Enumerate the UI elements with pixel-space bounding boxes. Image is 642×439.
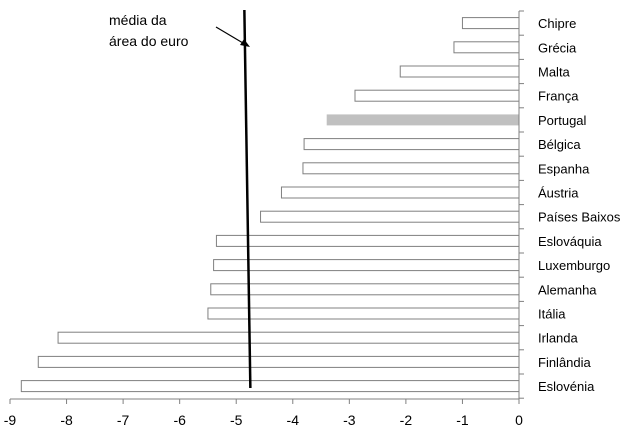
x-tick-label: 0 — [515, 412, 523, 428]
reference-line-layer: média da área do euro — [109, 9, 252, 389]
category-label: Chipre — [538, 16, 576, 31]
category-label: Portugal — [538, 113, 587, 128]
bar-países-baixos — [260, 210, 520, 223]
bar-luxemburgo — [213, 259, 520, 272]
reference-line-label-line-1: média da — [109, 12, 167, 28]
x-tick-label: -7 — [117, 412, 130, 428]
bar-itália — [207, 307, 520, 320]
bar-portugal — [326, 114, 519, 126]
category-label: Grécia — [538, 40, 577, 55]
bar-alemanha — [210, 283, 520, 296]
category-label: Espanha — [538, 161, 590, 176]
category-label: Malta — [538, 65, 571, 80]
bar-eslováquia — [215, 234, 520, 247]
bar-bélgica — [303, 138, 520, 151]
axis-layer — [9, 10, 524, 404]
category-label: Eslováquia — [538, 234, 602, 249]
category-label: Eslovénia — [538, 379, 595, 394]
x-tick-label: -2 — [400, 412, 413, 428]
bar-finlândia — [37, 355, 520, 368]
category-label: Alemanha — [538, 282, 597, 297]
euro-area-average-line — [243, 9, 252, 389]
annotation-arrowhead — [240, 39, 250, 47]
category-label: Bélgica — [538, 137, 581, 152]
bar-malta — [399, 65, 520, 78]
x-tick-label: -4 — [287, 412, 300, 428]
reference-line-label-line-2: área do euro — [109, 33, 189, 49]
bar-espanha — [302, 162, 520, 175]
x-tick-label: -6 — [173, 412, 186, 428]
category-label: Itália — [538, 307, 566, 322]
x-tick-label: -5 — [230, 412, 243, 428]
category-label: França — [538, 89, 579, 104]
bar-áustria — [280, 186, 520, 199]
category-labels: Chipre Grécia Malta França Portugal Bélgica Es… — [538, 16, 621, 394]
bar-grécia — [453, 41, 520, 54]
bar-chipre — [461, 17, 520, 30]
category-label: Irlanda — [538, 331, 579, 346]
bar-eslovénia — [20, 380, 520, 393]
category-label: Luxemburgo — [538, 258, 610, 273]
x-tick-label: -1 — [456, 412, 469, 428]
bar-frança — [354, 89, 520, 102]
x-tick-labels: -9 -8 -7 -6 -5 -4 -3 -2 -1 0 — [4, 412, 523, 428]
x-tick-label: -8 — [60, 412, 73, 428]
category-label: Finlândia — [538, 355, 592, 370]
bars-layer — [20, 17, 520, 393]
x-tick-label: -9 — [4, 412, 17, 428]
category-label: Países Baixos — [538, 210, 621, 225]
bar-irlanda — [57, 331, 520, 344]
category-label: Áustria — [538, 186, 579, 201]
x-tick-label: -3 — [343, 412, 356, 428]
